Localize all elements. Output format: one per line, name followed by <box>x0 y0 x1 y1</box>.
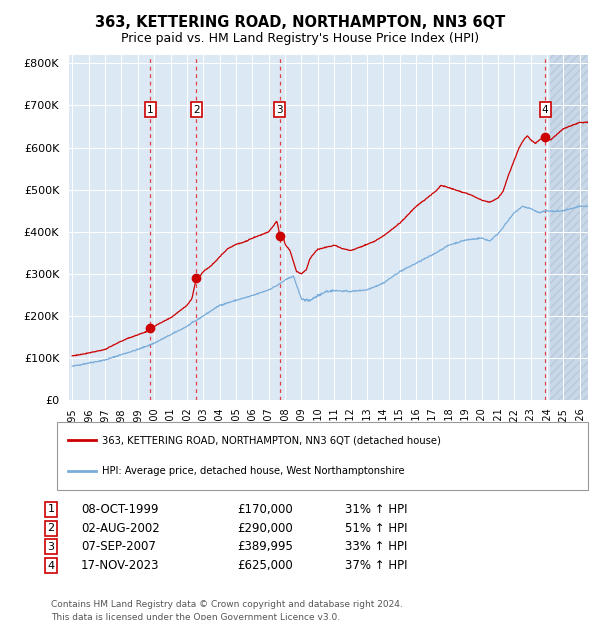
Text: 33% ↑ HPI: 33% ↑ HPI <box>345 541 407 554</box>
Text: £625,000: £625,000 <box>237 559 293 572</box>
Text: 4: 4 <box>47 560 55 570</box>
Text: 51% ↑ HPI: 51% ↑ HPI <box>345 521 407 534</box>
Text: 37% ↑ HPI: 37% ↑ HPI <box>345 559 407 572</box>
Text: 1: 1 <box>47 505 55 515</box>
Text: 4: 4 <box>542 105 548 115</box>
Bar <box>550 55 588 400</box>
Text: 17-NOV-2023: 17-NOV-2023 <box>81 559 160 572</box>
Text: Contains HM Land Registry data © Crown copyright and database right 2024.
This d: Contains HM Land Registry data © Crown c… <box>51 600 403 620</box>
Text: 363, KETTERING ROAD, NORTHAMPTON, NN3 6QT: 363, KETTERING ROAD, NORTHAMPTON, NN3 6Q… <box>95 15 505 30</box>
Text: 2: 2 <box>193 105 200 115</box>
Text: HPI: Average price, detached house, West Northamptonshire: HPI: Average price, detached house, West… <box>102 466 404 476</box>
Text: 02-AUG-2002: 02-AUG-2002 <box>81 521 160 534</box>
Text: 1: 1 <box>147 105 154 115</box>
Text: Price paid vs. HM Land Registry's House Price Index (HPI): Price paid vs. HM Land Registry's House … <box>121 32 479 45</box>
Text: 07-SEP-2007: 07-SEP-2007 <box>81 541 156 554</box>
Text: £170,000: £170,000 <box>237 503 293 516</box>
Bar <box>550 55 588 400</box>
Text: £389,995: £389,995 <box>237 541 293 554</box>
Text: 3: 3 <box>277 105 283 115</box>
Text: 2: 2 <box>47 523 55 533</box>
Text: 3: 3 <box>47 542 55 552</box>
Text: 08-OCT-1999: 08-OCT-1999 <box>81 503 158 516</box>
Text: 31% ↑ HPI: 31% ↑ HPI <box>345 503 407 516</box>
Text: £290,000: £290,000 <box>237 521 293 534</box>
Text: 363, KETTERING ROAD, NORTHAMPTON, NN3 6QT (detached house): 363, KETTERING ROAD, NORTHAMPTON, NN3 6Q… <box>102 435 441 445</box>
